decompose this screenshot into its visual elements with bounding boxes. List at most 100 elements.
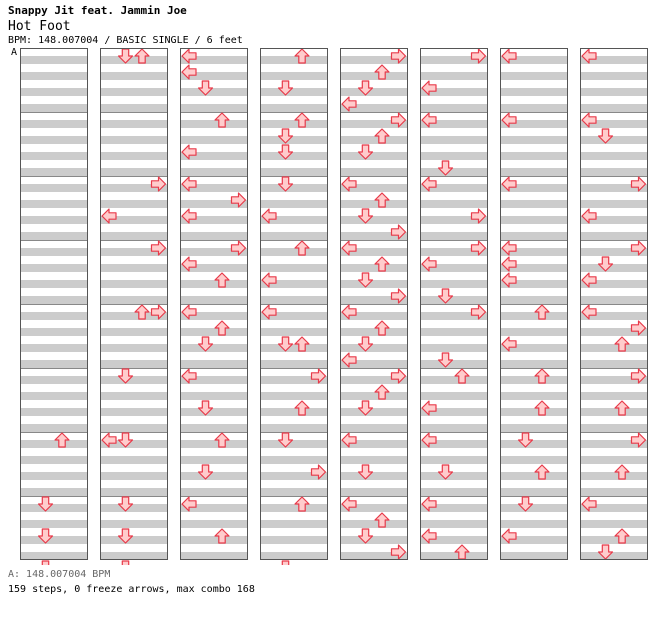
beat-band (180, 248, 248, 256)
beat-band (180, 56, 248, 64)
up-arrow-icon (134, 48, 150, 64)
beat-band (100, 296, 168, 304)
beat-band (340, 536, 408, 544)
beat-band (180, 280, 248, 288)
beat-band (100, 200, 168, 208)
beat-band (180, 328, 248, 336)
beat-band (260, 200, 328, 208)
beat-band (420, 232, 488, 240)
up-arrow-icon (134, 304, 150, 320)
beat-band (580, 232, 648, 240)
left-arrow-icon (341, 240, 357, 256)
beat-band (340, 296, 408, 304)
beat-band (580, 296, 648, 304)
beat-band (20, 376, 88, 384)
up-arrow-icon (454, 368, 470, 384)
beat-band (580, 520, 648, 528)
bpm-marker: A (11, 47, 18, 58)
beat-band (260, 248, 328, 256)
beat-band (260, 120, 328, 128)
beat-band (580, 312, 648, 320)
beat-band (500, 504, 568, 512)
column-frame (580, 48, 648, 560)
beat-band (500, 536, 568, 544)
beat-band (420, 552, 488, 560)
beat-band (100, 216, 168, 224)
beat-band (340, 200, 408, 208)
up-arrow-icon (214, 528, 230, 544)
beat-band (260, 184, 328, 192)
beat-band (340, 440, 408, 448)
beat-band (340, 520, 408, 528)
beat-band (500, 328, 568, 336)
beat-band (500, 408, 568, 416)
beat-band (420, 472, 488, 480)
left-arrow-icon (421, 176, 437, 192)
beat-band (100, 152, 168, 160)
footer-bpm: A: 148.007004 BPM (8, 569, 111, 580)
beat-band (420, 296, 488, 304)
beat-band (100, 264, 168, 272)
beat-band (340, 376, 408, 384)
beat-band (420, 264, 488, 272)
left-arrow-icon (421, 256, 437, 272)
beat-band (260, 296, 328, 304)
beat-band (340, 232, 408, 240)
beat-band (260, 56, 328, 64)
column-frame (20, 48, 88, 560)
right-arrow-icon (150, 304, 167, 320)
down-arrow-icon (517, 432, 534, 448)
beat-band (260, 136, 328, 144)
beat-band (500, 152, 568, 160)
beat-band (500, 168, 568, 176)
beat-band (20, 120, 88, 128)
left-arrow-icon (581, 304, 597, 320)
beat-band (20, 456, 88, 464)
left-arrow-icon (181, 256, 197, 272)
beat-band (420, 488, 488, 496)
beat-band (500, 360, 568, 368)
beat-band (340, 312, 408, 320)
beat-band (580, 536, 648, 544)
beat-band (420, 56, 488, 64)
beat-band (180, 440, 248, 448)
down-arrow-icon (597, 544, 614, 560)
beat-band (420, 440, 488, 448)
beat-band (340, 408, 408, 416)
up-arrow-icon (374, 512, 390, 528)
column-frame (500, 48, 568, 560)
down-arrow-icon (357, 336, 374, 352)
right-arrow-icon (470, 208, 487, 224)
left-arrow-icon (341, 496, 357, 512)
down-arrow-icon (277, 176, 294, 192)
beat-band (580, 88, 648, 96)
column-frame (260, 48, 328, 560)
beat-band (20, 392, 88, 400)
left-arrow-icon (581, 112, 597, 128)
left-arrow-icon (501, 240, 517, 256)
beat-band (180, 376, 248, 384)
beat-band (20, 280, 88, 288)
beat-band (100, 328, 168, 336)
down-arrow-icon (117, 528, 134, 544)
down-arrow-icon (357, 272, 374, 288)
up-arrow-icon (214, 320, 230, 336)
beat-band (260, 232, 328, 240)
left-arrow-icon (501, 112, 517, 128)
beat-band (20, 136, 88, 144)
left-arrow-icon (501, 528, 517, 544)
up-arrow-icon (54, 432, 70, 448)
right-arrow-icon (630, 240, 647, 256)
beat-band (180, 168, 248, 176)
left-arrow-icon (101, 432, 117, 448)
beat-band (20, 360, 88, 368)
beat-band (580, 344, 648, 352)
beat-band (20, 104, 88, 112)
step-column (420, 48, 488, 560)
beat-band (180, 184, 248, 192)
beat-band (100, 232, 168, 240)
beat-band (500, 136, 568, 144)
beat-band (420, 520, 488, 528)
left-arrow-icon (341, 352, 357, 368)
beat-band (340, 168, 408, 176)
